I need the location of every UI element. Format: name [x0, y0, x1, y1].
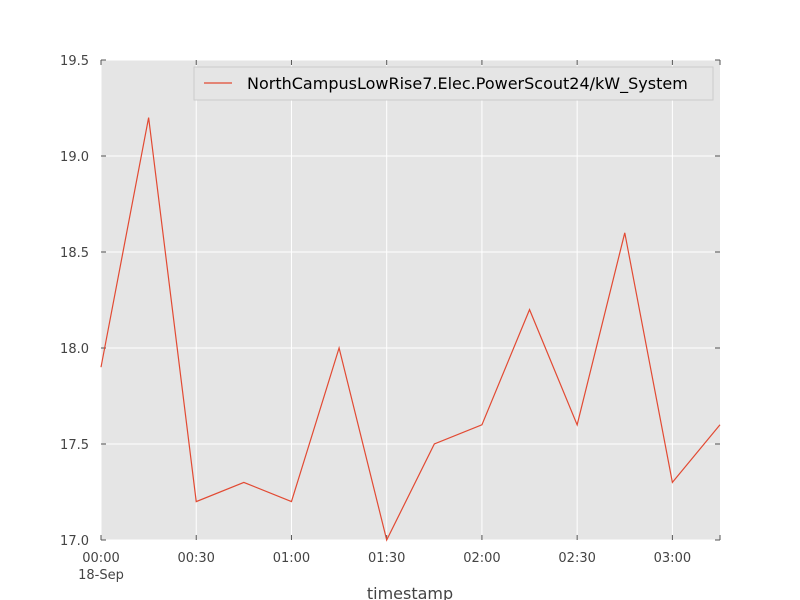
y-tick-label: 17.5: [60, 438, 89, 453]
legend: NorthCampusLowRise7.Elec.PowerScout24/kW…: [193, 66, 714, 101]
y-tick-label: 18.0: [60, 342, 89, 357]
y-tick-label: 18.5: [60, 246, 89, 261]
series-line-0: [100, 117, 721, 542]
legend-box: [193, 66, 714, 101]
plot-background: [101, 60, 720, 540]
x-tick-labels: 00:00 00:30 01:00 01:30 02:00 02:30 03:00: [82, 551, 691, 566]
x-date-label: 18-Sep: [78, 568, 124, 583]
x-tick-label: 02:30: [558, 551, 595, 566]
x-tick-label: 02:00: [463, 551, 500, 566]
x-tick-label: 00:00: [82, 551, 119, 566]
x-tick-label: 01:00: [273, 551, 310, 566]
y-tick-label: 17.0: [60, 534, 89, 549]
x-axis-title: timestamp: [367, 584, 453, 600]
x-tick-label: 01:30: [368, 551, 405, 566]
x-tick-label: 00:30: [177, 551, 214, 566]
y-tick-label: 19.0: [60, 150, 89, 165]
legend-label: NorthCampusLowRise7.Elec.PowerScout24/kW…: [247, 74, 688, 94]
y-tick-label: 19.5: [60, 54, 89, 69]
x-tick-label: 03:00: [654, 551, 691, 566]
series-lines: [100, 117, 721, 542]
axis-ticks: [100, 59, 721, 541]
y-tick-labels: 17.0 17.5 18.0 18.5 19.0 19.5: [60, 54, 89, 549]
grid: [100, 59, 720, 541]
